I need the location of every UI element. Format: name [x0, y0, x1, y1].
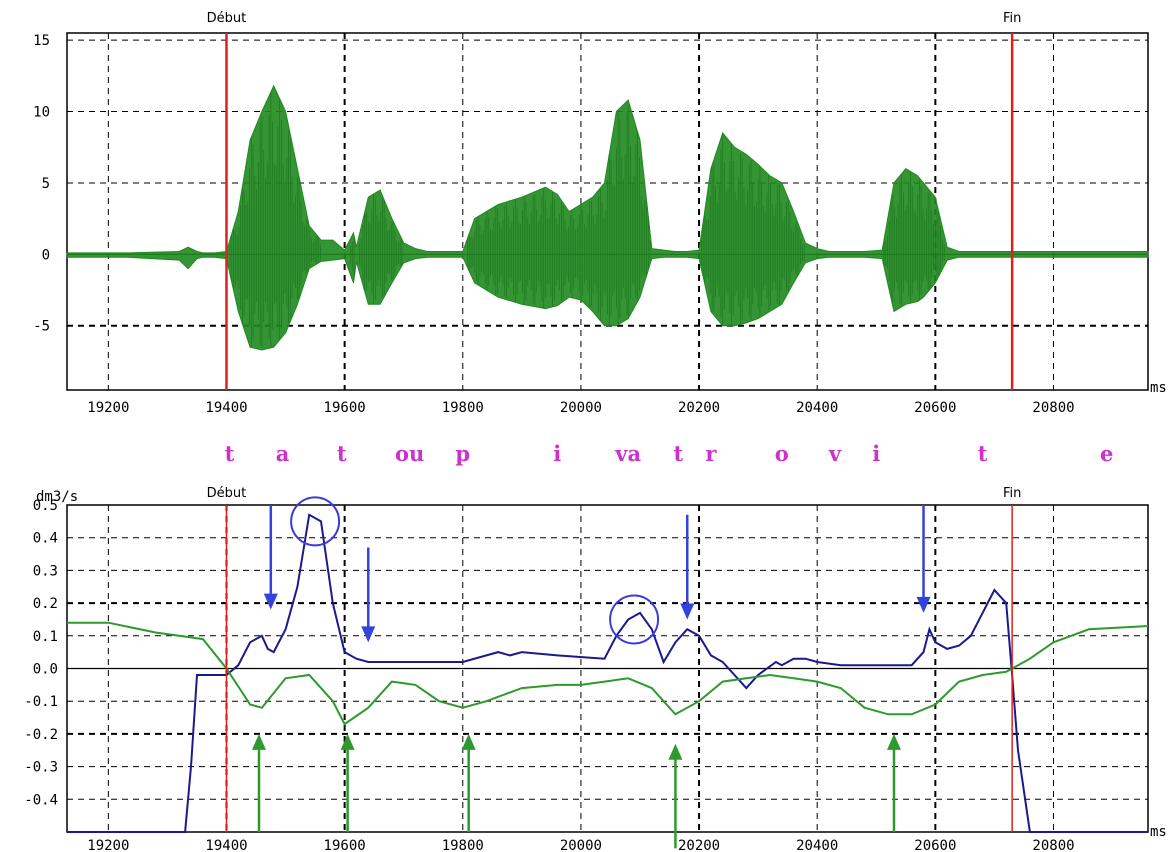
- phonetic-segment: t: [337, 441, 347, 466]
- y-tick-label: 0: [42, 247, 50, 263]
- blue-arrow-head: [916, 596, 931, 613]
- phonetic-segment: v: [828, 441, 842, 466]
- marker-label: Début: [207, 11, 247, 26]
- y-tick-label: -5: [33, 319, 50, 335]
- blue-arrow-head: [263, 593, 278, 610]
- y-tick-label: -0.3: [24, 760, 58, 776]
- x-tick-label: 19200: [87, 838, 129, 852]
- y-tick-label: -0.1: [24, 694, 58, 710]
- x-tick-label: 20400: [796, 838, 838, 852]
- phonetic-segment: e: [1100, 441, 1113, 466]
- x-tick-label: 20600: [914, 400, 956, 416]
- phonetic-segment: p: [455, 441, 470, 466]
- phonetic-segment: t: [978, 441, 988, 466]
- phonetic-segment: r: [705, 441, 717, 466]
- x-tick-label: 19800: [442, 838, 484, 852]
- y-tick-label: 0.2: [33, 596, 58, 612]
- green-arrow-head: [251, 733, 266, 750]
- marker-label: Fin: [1003, 486, 1021, 501]
- x-tick-label: 19200: [87, 400, 129, 416]
- airflow-panel: 19200 19400 19600 19800 20000 20200 20400 20600…: [24, 486, 1167, 852]
- y-tick-label: 5: [42, 176, 50, 192]
- blue-arrow-head: [361, 626, 376, 643]
- x-tick-label: 19400: [205, 838, 247, 852]
- flow-curve-green: [67, 621, 1149, 726]
- y-tick-label: 0.0: [33, 662, 58, 678]
- x-tick-label: 20600: [914, 838, 956, 852]
- x-tick-label: 19600: [324, 838, 366, 852]
- phonetic-segment: ou: [395, 441, 424, 466]
- y-axis-unit: dm3/s: [36, 489, 78, 505]
- y-tick-label: 0.3: [33, 563, 58, 579]
- x-tick-label: 20000: [560, 400, 602, 416]
- blue-arrow-head: [680, 603, 695, 620]
- y-tick-label: 10: [33, 105, 50, 121]
- green-arrow-head: [340, 733, 355, 750]
- x-axis-unit: ms: [1150, 824, 1167, 840]
- x-tick-label: 20200: [678, 400, 720, 416]
- flow-curve-blue: [67, 513, 1148, 833]
- highlight-circle: [609, 594, 660, 645]
- x-tick-label: 19400: [205, 400, 247, 416]
- x-tick-label: 20400: [796, 400, 838, 416]
- x-tick-label: 19800: [442, 400, 484, 416]
- phonetic-segment: va: [614, 441, 641, 466]
- phonetic-segment: o: [775, 441, 789, 466]
- green-arrow-head: [668, 743, 683, 760]
- y-tick-label: 15: [33, 33, 50, 49]
- waveform-panel: 19200 19400 19600 19800 20000 20200 20400 20600…: [33, 11, 1167, 416]
- green-arrow-head: [886, 733, 901, 750]
- phonetic-segment: t: [674, 441, 684, 466]
- x-tick-label: 20800: [1032, 400, 1074, 416]
- x-axis-unit: ms: [1150, 380, 1167, 396]
- phonetic-transcription: t a t ou p i va t r o v i t e: [225, 441, 1114, 466]
- x-tick-label: 20000: [560, 838, 602, 852]
- green-arrow-head: [461, 733, 476, 750]
- y-tick-label: 0.1: [33, 629, 58, 645]
- y-tick-label: -0.4: [24, 792, 58, 808]
- marker-label: Fin: [1003, 11, 1021, 26]
- y-tick-label: 0.5: [33, 498, 58, 514]
- x-tick-label: 20200: [678, 838, 720, 852]
- phonetic-segment: i: [872, 441, 880, 466]
- x-tick-label: 19600: [324, 400, 366, 416]
- marker-label: Début: [207, 486, 247, 501]
- y-tick-label: 0.4: [33, 531, 58, 547]
- phonetic-segment: t: [225, 441, 235, 466]
- y-tick-label: -0.2: [24, 727, 58, 743]
- phonetic-segment: a: [276, 441, 290, 466]
- phonetic-segment: i: [553, 441, 561, 466]
- highlight-circle: [290, 496, 341, 547]
- x-tick-label: 20800: [1032, 838, 1074, 852]
